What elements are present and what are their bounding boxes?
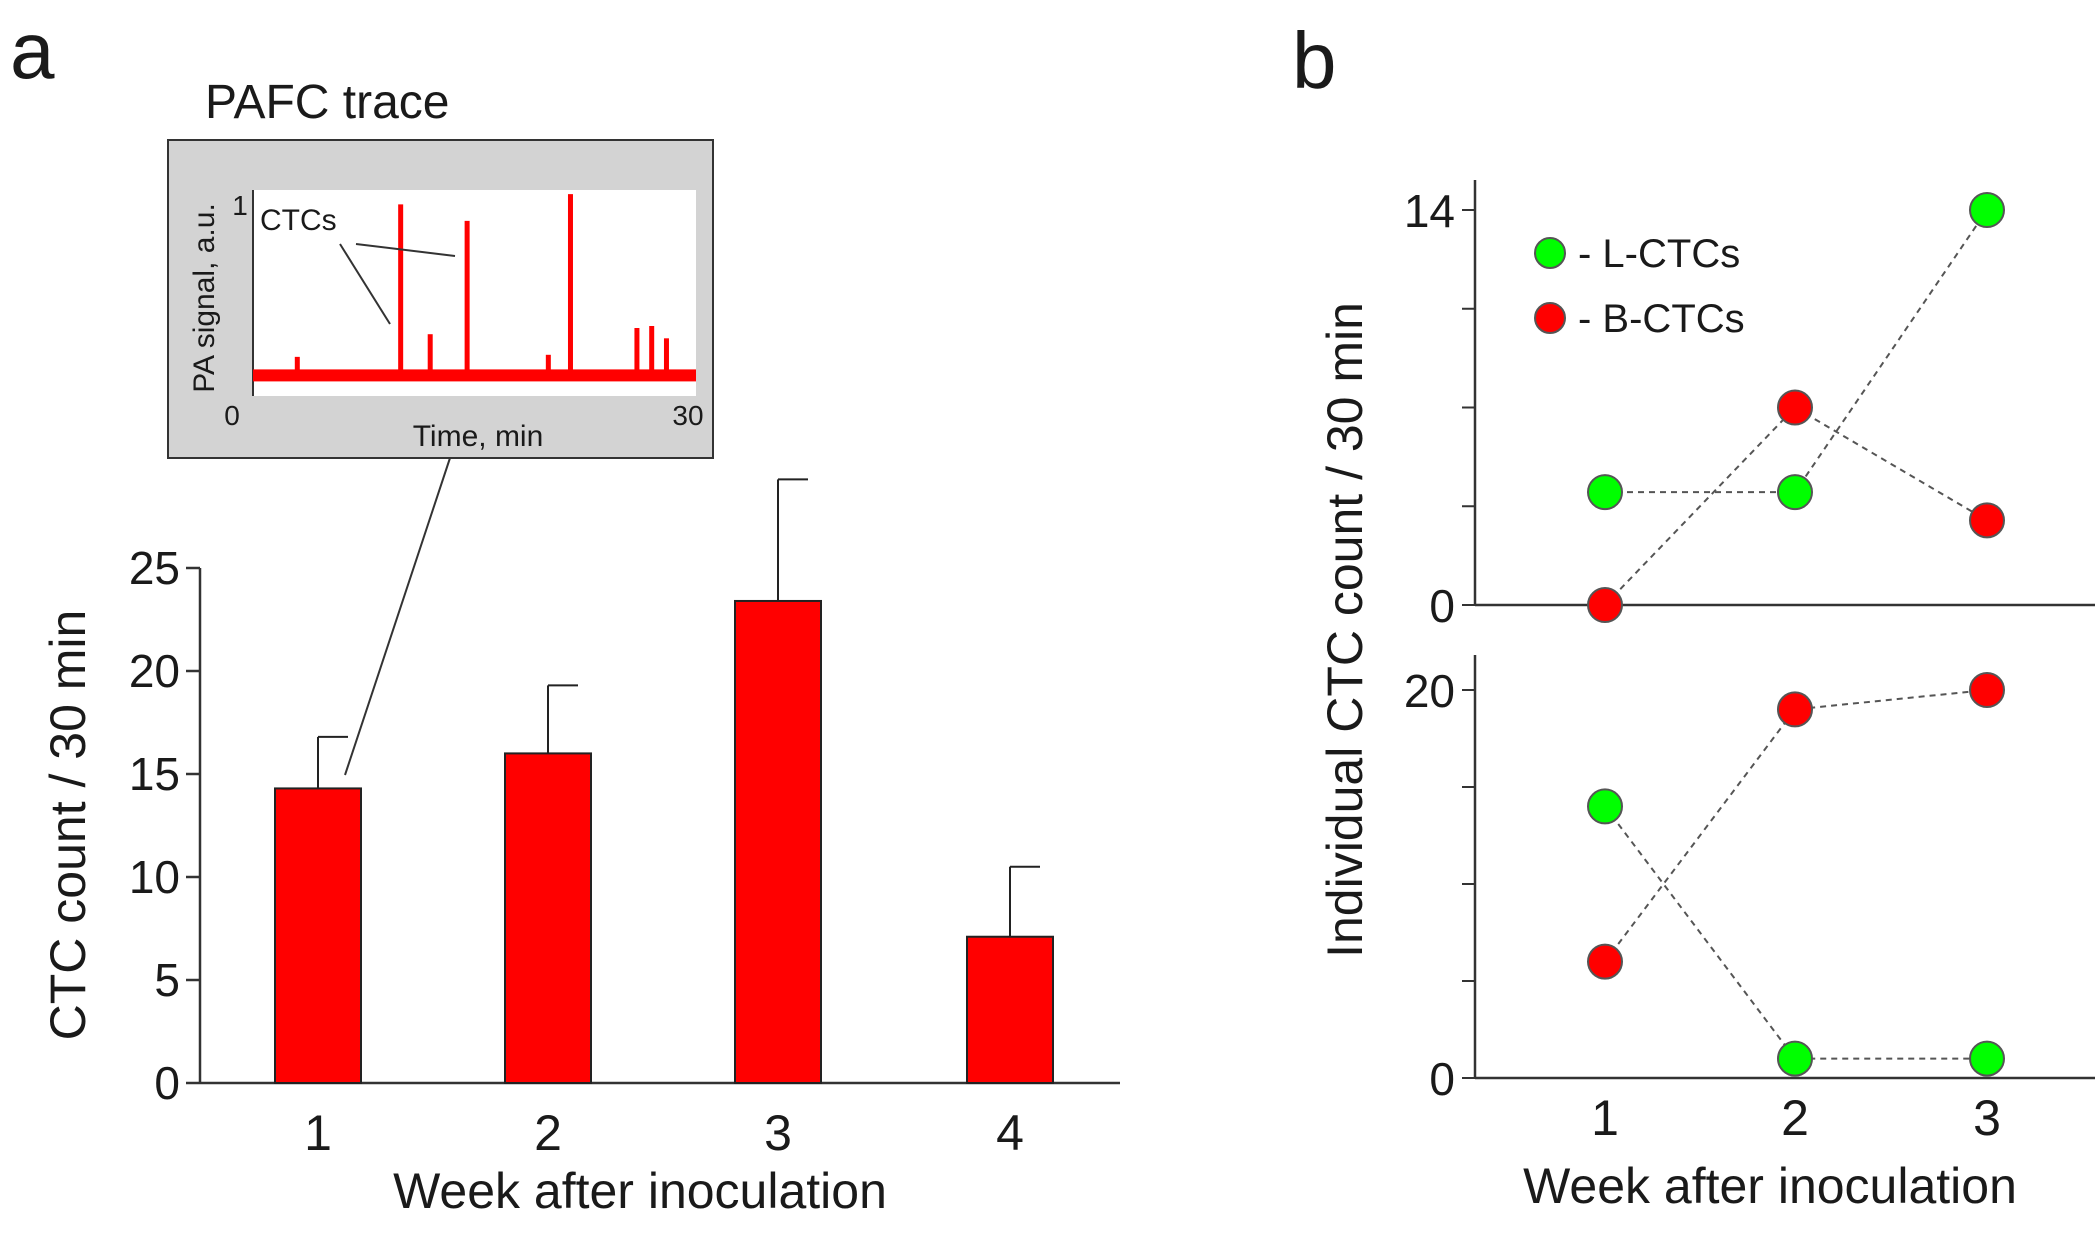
panel-letter-a: a <box>10 6 55 95</box>
x-tick-label: 4 <box>996 1105 1024 1161</box>
data-point <box>1777 1040 1813 1077</box>
inset-annotation-ctcs: CTCs <box>260 204 337 237</box>
legend-marker-b-ctcs <box>1534 302 1566 334</box>
y-tick-label: 14 <box>1404 185 1455 237</box>
inset-plot-area <box>253 190 696 396</box>
y-tick-label: 0 <box>1429 580 1455 632</box>
scatter-bottom: 20 0 1 2 3 Week after inoculation <box>1404 655 2095 1214</box>
bar <box>966 935 1054 1084</box>
inset-pointer-line <box>344 457 451 776</box>
x-tick-label: 2 <box>534 1105 562 1161</box>
x-tick-label: 1 <box>1591 1090 1619 1146</box>
data-point <box>1777 474 1813 511</box>
y-axis-title: CTC count / 30 min <box>40 610 96 1041</box>
data-point <box>1777 691 1813 728</box>
scatter-top: 14 0 - L-CTCs - B-CTCs <box>1404 180 2095 632</box>
y-tick-label: 0 <box>1429 1053 1455 1105</box>
data-point <box>1587 788 1623 825</box>
legend-label-b-ctcs: - B-CTCs <box>1578 297 1745 341</box>
data-point <box>1777 389 1813 426</box>
y-tick-label: 5 <box>154 954 180 1006</box>
annotation-leader-2 <box>355 243 456 257</box>
x-tick-label: 3 <box>1973 1090 2001 1146</box>
x-tick-label: 2 <box>1781 1090 1809 1146</box>
data-point <box>1969 1040 2005 1077</box>
panel-letter-b: b <box>1292 16 1337 105</box>
y-tick-label: 0 <box>154 1057 180 1109</box>
x-tick-label: 3 <box>764 1105 792 1161</box>
inset-xtick-0: 0 <box>224 400 240 431</box>
b-x-axis-title: Week after inoculation <box>1523 1158 2017 1214</box>
b-y-axis-title: Individual CTC count / 30 min <box>1317 302 1373 958</box>
inset-ytick-1: 1 <box>232 190 248 221</box>
data-point <box>1969 192 2005 228</box>
y-tick-label: 25 <box>129 542 180 594</box>
annotation-leader-1 <box>339 243 391 325</box>
data-point <box>1969 672 2005 708</box>
legend-marker-l-ctcs <box>1534 237 1566 269</box>
y-tick-label: 20 <box>1404 665 1455 717</box>
y-tick-label: 20 <box>129 645 180 697</box>
x-tick-label: 1 <box>304 1105 332 1161</box>
data-point <box>1587 943 1623 980</box>
inset-xtick-30: 30 <box>672 400 703 431</box>
data-point <box>1969 502 2005 539</box>
inset-pafc-trace: PAFC trace 0 30 1 Time, min PA signal, a… <box>167 76 714 459</box>
inset-y-axis-title: PA signal, a.u. <box>188 203 221 393</box>
bar <box>274 787 362 1084</box>
bar-chart: 0 5 10 15 20 25 1 2 3 4 Week after inoculation C… <box>40 478 1120 1219</box>
inset-x-axis-title: Time, min <box>413 420 544 453</box>
series-line <box>1604 805 1987 1060</box>
series-line <box>1604 689 1988 963</box>
inset-title: PAFC trace <box>205 76 450 129</box>
data-point <box>1587 474 1623 511</box>
bar <box>504 752 592 1085</box>
data-point <box>1587 587 1623 623</box>
legend-label-l-ctcs: - L-CTCs <box>1578 232 1740 276</box>
trace-baseline <box>253 369 696 382</box>
y-tick-label: 10 <box>129 851 180 903</box>
series-line <box>1604 406 1988 606</box>
x-axis-title: Week after inoculation <box>393 1163 887 1219</box>
bar <box>734 599 822 1085</box>
y-tick-label: 15 <box>129 748 180 800</box>
